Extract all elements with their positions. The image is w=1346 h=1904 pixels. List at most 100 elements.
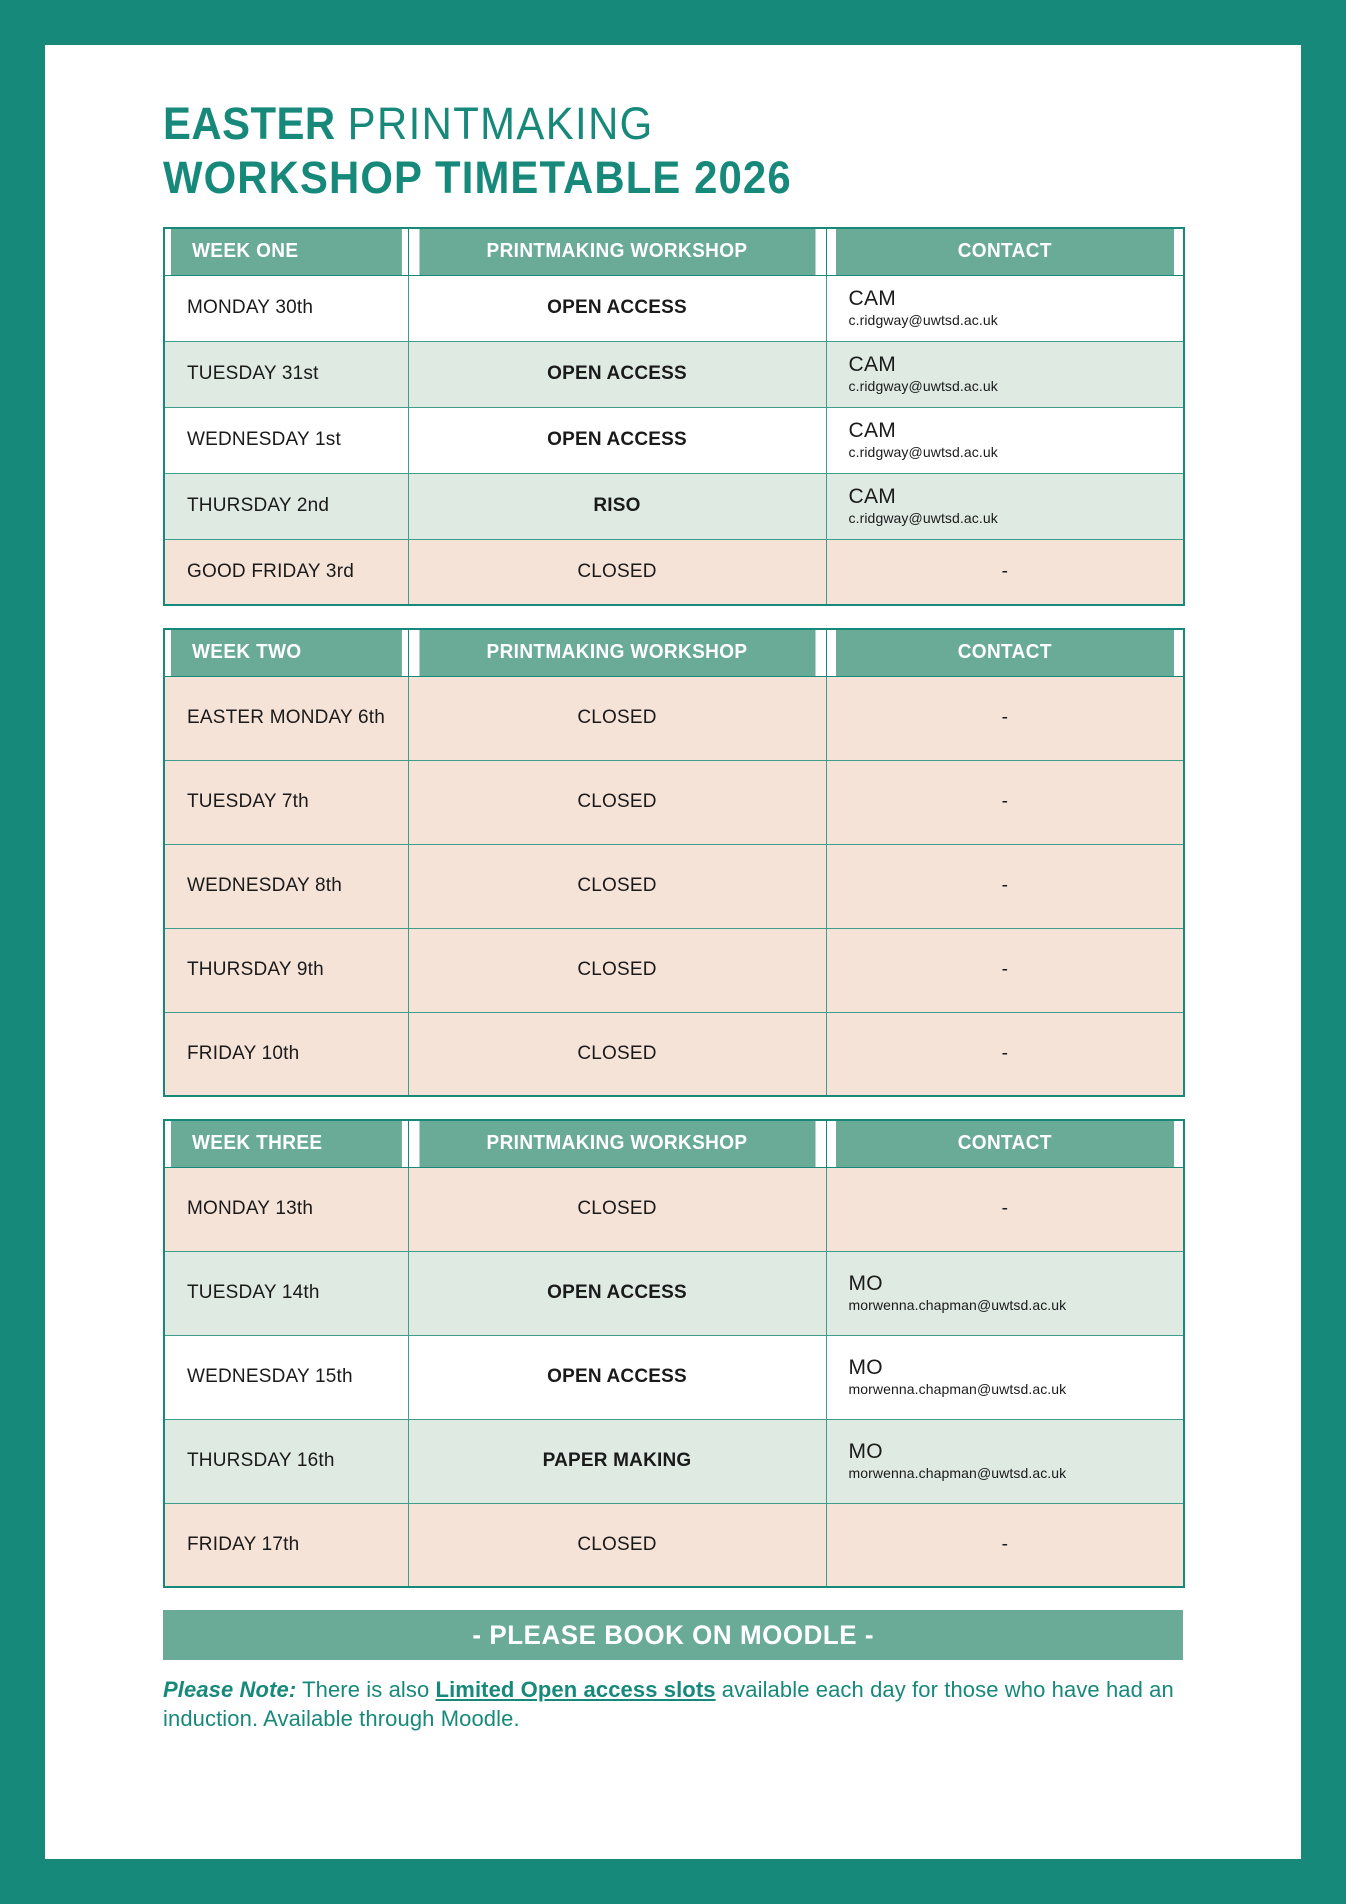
timetable-section: WEEK ONE PRINTMAKING WORKSHOP CONTACT MONDA…	[163, 227, 1185, 1588]
contact-cell: CAM c.ridgway@uwtsd.ac.uk	[825, 274, 1185, 342]
contact-cell: CAM c.ridgway@uwtsd.ac.uk	[825, 472, 1185, 540]
day-cell: EASTER MONDAY 6th	[163, 675, 409, 761]
table-row: TUESDAY 7th CLOSED -	[163, 759, 1185, 845]
contact-email[interactable]: c.ridgway@uwtsd.ac.uk	[848, 377, 998, 394]
day-cell: THURSDAY 9th	[163, 927, 409, 1013]
day-cell: THURSDAY 2nd	[163, 472, 409, 540]
column-header-workshop: PRINTMAKING WORKSHOP	[417, 227, 817, 276]
contact-email[interactable]: morwenna.chapman@uwtsd.ac.uk	[848, 1296, 1067, 1313]
table-header-row: WEEK ONE PRINTMAKING WORKSHOP CONTACT	[164, 227, 1184, 276]
contact-cell-empty: -	[825, 927, 1185, 1013]
table-row: WEDNESDAY 1st OPEN ACCESS CAM c.ridgway@uwt…	[163, 406, 1185, 474]
contact-cell: CAM c.ridgway@uwtsd.ac.uk	[825, 340, 1185, 408]
day-cell: WEDNESDAY 15th	[163, 1334, 409, 1420]
workshop-cell: RISO	[407, 472, 827, 540]
contact-cell-empty: -	[825, 843, 1185, 929]
poster-page: EASTER PRINTMAKING WORKSHOP TIMETABLE 20…	[45, 45, 1301, 1859]
week-table-1: WEEK ONE PRINTMAKING WORKSHOP CONTACT MONDA…	[163, 227, 1185, 606]
contact-initials: MO	[848, 1272, 883, 1296]
table-row: TUESDAY 14th OPEN ACCESS MO morwenna.chapma…	[163, 1250, 1185, 1336]
column-header-workshop: PRINTMAKING WORKSHOP	[417, 1119, 817, 1168]
week-label: WEEK THREE	[169, 1119, 403, 1168]
contact-cell: MO morwenna.chapman@uwtsd.ac.uk	[825, 1418, 1185, 1504]
contact-cell-empty: -	[825, 1502, 1185, 1588]
title-easter: EASTER	[163, 98, 336, 149]
please-note-text: Please Note: There is also Limited Open …	[163, 1676, 1183, 1733]
column-header-contact: CONTACT	[834, 227, 1176, 276]
day-cell: TUESDAY 14th	[163, 1250, 409, 1336]
table-row: THURSDAY 2nd RISO CAM c.ridgway@uwtsd.ac.uk	[163, 472, 1185, 540]
day-cell: TUESDAY 31st	[163, 340, 409, 408]
contact-initials: CAM	[848, 419, 897, 443]
contact-initials: MO	[848, 1440, 883, 1464]
note-emphasis[interactable]: Limited Open access slots	[435, 1677, 716, 1702]
day-cell: FRIDAY 10th	[163, 1011, 409, 1097]
workshop-cell: CLOSED	[407, 538, 827, 606]
table-header-row: WEEK TWO PRINTMAKING WORKSHOP CONTACT	[164, 628, 1184, 677]
table-row: WEDNESDAY 8th CLOSED -	[163, 843, 1185, 929]
contact-email[interactable]: morwenna.chapman@uwtsd.ac.uk	[848, 1380, 1067, 1397]
table-row: THURSDAY 9th CLOSED -	[163, 927, 1185, 1013]
table-row: EASTER MONDAY 6th CLOSED -	[163, 675, 1185, 761]
workshop-cell: CLOSED	[407, 927, 827, 1013]
workshop-cell: CLOSED	[407, 675, 827, 761]
workshop-cell: PAPER MAKING	[407, 1418, 827, 1504]
workshop-cell: CLOSED	[407, 1011, 827, 1097]
day-cell: WEDNESDAY 1st	[163, 406, 409, 474]
day-cell: MONDAY 30th	[163, 274, 409, 342]
contact-cell: MO morwenna.chapman@uwtsd.ac.uk	[825, 1334, 1185, 1420]
contact-cell-empty: -	[825, 675, 1185, 761]
contact-email[interactable]: c.ridgway@uwtsd.ac.uk	[848, 311, 998, 328]
table-row: MONDAY 30th OPEN ACCESS CAM c.ridgway@uwtsd…	[163, 274, 1185, 342]
day-cell: THURSDAY 16th	[163, 1418, 409, 1504]
week-label: WEEK ONE	[169, 227, 403, 276]
contact-email[interactable]: c.ridgway@uwtsd.ac.uk	[848, 509, 998, 526]
title-printmaking: PRINTMAKING	[347, 98, 654, 149]
book-on-moodle-banner[interactable]: - PLEASE BOOK ON MOODLE -	[163, 1610, 1183, 1660]
workshop-cell: CLOSED	[407, 1166, 827, 1252]
table-row: FRIDAY 10th CLOSED -	[163, 1011, 1185, 1097]
table-row: TUESDAY 31st OPEN ACCESS CAM c.ridgway@uwts…	[163, 340, 1185, 408]
column-header-contact: CONTACT	[834, 628, 1176, 677]
contact-cell-empty: -	[825, 759, 1185, 845]
week-label: WEEK TWO	[169, 628, 403, 677]
table-row: GOOD FRIDAY 3rd CLOSED -	[163, 538, 1185, 606]
table-row: THURSDAY 16th PAPER MAKING MO morwenna.chap…	[163, 1418, 1185, 1504]
day-cell: WEDNESDAY 8th	[163, 843, 409, 929]
day-cell: GOOD FRIDAY 3rd	[163, 538, 409, 606]
table-row: MONDAY 13th CLOSED -	[163, 1166, 1185, 1252]
contact-cell: MO morwenna.chapman@uwtsd.ac.uk	[825, 1250, 1185, 1336]
contact-email[interactable]: morwenna.chapman@uwtsd.ac.uk	[848, 1464, 1067, 1481]
banner-label: - PLEASE BOOK ON MOODLE -	[472, 1619, 874, 1650]
day-cell: FRIDAY 17th	[163, 1502, 409, 1588]
contact-email[interactable]: c.ridgway@uwtsd.ac.uk	[848, 443, 998, 460]
workshop-cell: OPEN ACCESS	[407, 340, 827, 408]
workshop-cell: CLOSED	[407, 759, 827, 845]
table-row: FRIDAY 17th CLOSED -	[163, 1502, 1185, 1588]
note-prefix: Please Note:	[163, 1677, 297, 1702]
column-header-workshop: PRINTMAKING WORKSHOP	[417, 628, 817, 677]
contact-cell-empty: -	[825, 538, 1185, 606]
workshop-cell: OPEN ACCESS	[407, 1250, 827, 1336]
contact-initials: MO	[848, 1356, 883, 1380]
table-row: WEDNESDAY 15th OPEN ACCESS MO morwenna.chap…	[163, 1334, 1185, 1420]
workshop-cell: CLOSED	[407, 843, 827, 929]
contact-cell-empty: -	[825, 1011, 1185, 1097]
workshop-cell: OPEN ACCESS	[407, 406, 827, 474]
page-title: EASTER PRINTMAKING WORKSHOP TIMETABLE 20…	[163, 97, 1183, 205]
day-cell: MONDAY 13th	[163, 1166, 409, 1252]
workshop-cell: OPEN ACCESS	[407, 1334, 827, 1420]
note-mid2: available each day for those who have ha…	[163, 1677, 1174, 1731]
week-table-3: WEEK THREE PRINTMAKING WORKSHOP CONTACT MON…	[163, 1119, 1185, 1588]
contact-cell: CAM c.ridgway@uwtsd.ac.uk	[825, 406, 1185, 474]
workshop-cell: CLOSED	[407, 1502, 827, 1588]
contact-initials: CAM	[848, 353, 897, 377]
day-cell: TUESDAY 7th	[163, 759, 409, 845]
table-header-row: WEEK THREE PRINTMAKING WORKSHOP CONTACT	[164, 1119, 1184, 1168]
workshop-cell: OPEN ACCESS	[407, 274, 827, 342]
column-header-contact: CONTACT	[834, 1119, 1176, 1168]
contact-cell-empty: -	[825, 1166, 1185, 1252]
note-mid1: There is also	[296, 1677, 436, 1702]
contact-initials: CAM	[848, 485, 897, 509]
title-subtitle: WORKSHOP TIMETABLE 2026	[163, 152, 792, 203]
